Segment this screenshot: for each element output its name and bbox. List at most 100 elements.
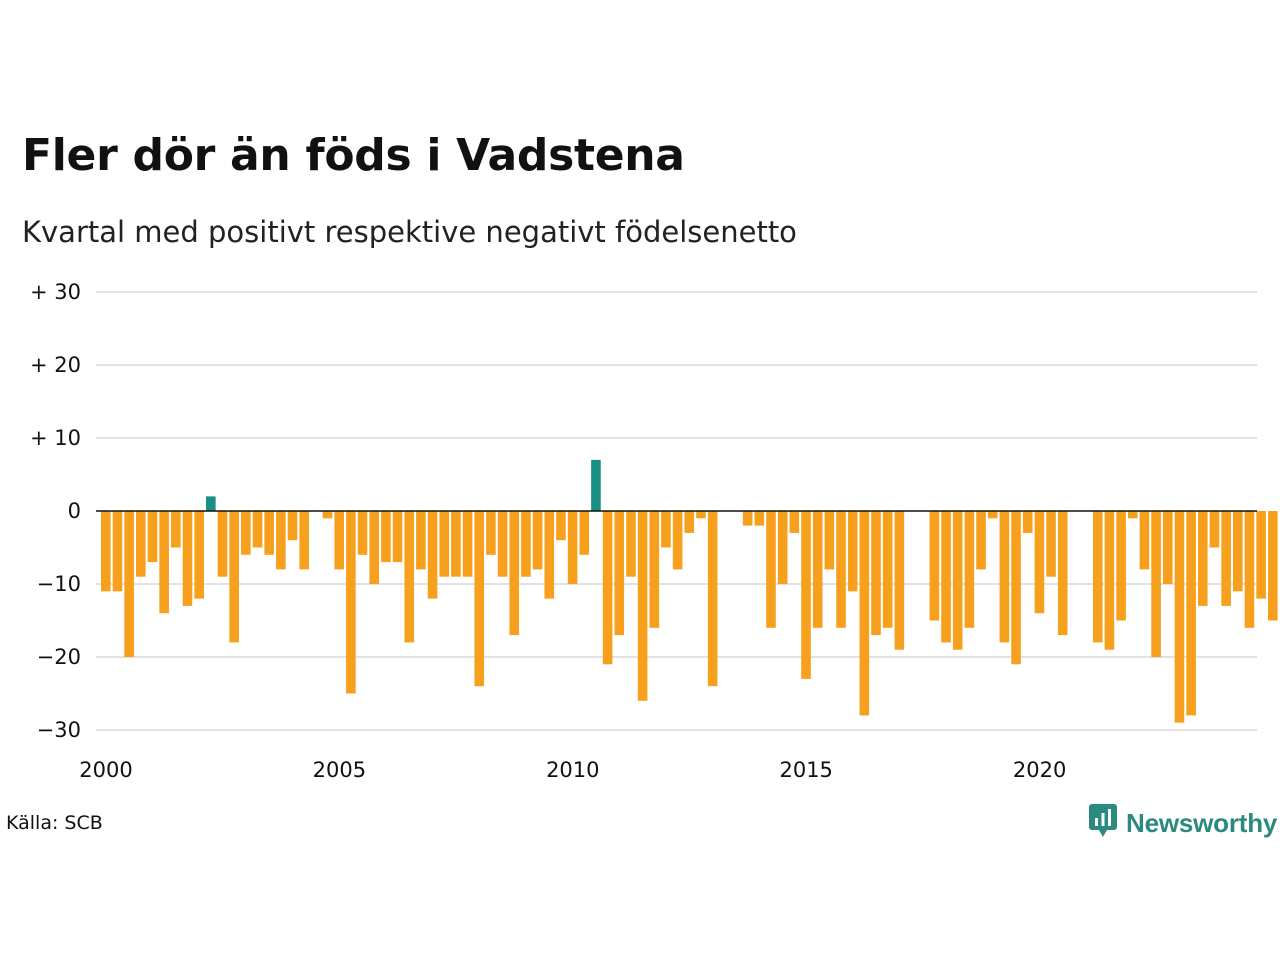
bar xyxy=(742,511,753,526)
bar xyxy=(1022,511,1033,533)
bar xyxy=(299,511,309,570)
bar xyxy=(672,511,683,570)
bar xyxy=(322,511,333,519)
bar xyxy=(1116,511,1126,621)
bar xyxy=(1046,511,1056,577)
bar xyxy=(1151,511,1161,657)
bar xyxy=(1232,511,1243,592)
bar xyxy=(462,511,473,577)
bar xyxy=(859,511,870,716)
bar xyxy=(847,511,858,592)
bar xyxy=(766,511,776,628)
bar xyxy=(1057,511,1068,636)
bar xyxy=(346,511,356,694)
x-tick-label: 2015 xyxy=(779,758,832,782)
bar xyxy=(241,511,251,555)
bar xyxy=(206,496,216,511)
bar xyxy=(556,511,566,541)
chart-title: Fler dör än föds i Vadstena xyxy=(22,130,685,181)
bar xyxy=(871,511,881,636)
bar xyxy=(474,511,485,687)
bar xyxy=(777,511,788,584)
bar xyxy=(416,511,426,570)
bar xyxy=(392,511,403,563)
bar xyxy=(579,511,590,555)
y-tick-label: −10 xyxy=(37,572,81,596)
bar xyxy=(754,511,765,526)
x-tick-label: 2005 xyxy=(313,758,366,782)
bar xyxy=(882,511,893,628)
bar xyxy=(1268,511,1278,621)
bar xyxy=(1162,511,1173,584)
bar xyxy=(614,511,625,636)
bar xyxy=(1209,511,1220,548)
bar xyxy=(124,511,134,657)
bar xyxy=(404,511,415,643)
bar xyxy=(182,511,193,606)
bar xyxy=(999,511,1010,643)
bar xyxy=(171,511,181,548)
brand-name: Newsworthy xyxy=(1126,807,1278,838)
bar xyxy=(357,511,368,555)
source-note: Källa: SCB xyxy=(6,812,103,834)
bar xyxy=(929,511,940,621)
bar xyxy=(812,511,823,628)
bar xyxy=(159,511,169,614)
bar xyxy=(1127,511,1138,519)
bar xyxy=(264,511,274,555)
x-axis-labels: 2000 2005 2010 2015 2020 xyxy=(79,758,1066,782)
y-tick-label: −30 xyxy=(37,718,81,742)
bar xyxy=(1197,511,1208,606)
bar xyxy=(987,511,998,519)
bar xyxy=(532,511,543,570)
bar xyxy=(801,511,811,679)
bar xyxy=(567,511,578,584)
bar xyxy=(136,511,146,577)
bar xyxy=(252,511,263,548)
newsworthy-logo-icon xyxy=(1088,803,1118,843)
bar xyxy=(1139,511,1150,570)
bar xyxy=(1244,511,1255,628)
bar xyxy=(147,511,158,563)
bar xyxy=(824,511,835,570)
bar xyxy=(439,511,450,577)
y-tick-label: + 30 xyxy=(30,280,81,304)
bar xyxy=(276,511,286,570)
bar xyxy=(941,511,951,643)
bar xyxy=(626,511,636,577)
y-tick-label: + 10 xyxy=(30,426,81,450)
bars xyxy=(101,459,1278,723)
bar xyxy=(602,511,613,665)
bar xyxy=(1092,511,1103,643)
y-axis-labels: + 30 + 20 + 10 0 −10 −20 −30 xyxy=(30,280,81,742)
bar xyxy=(287,511,298,541)
x-tick-label: 2020 xyxy=(1013,758,1066,782)
bar xyxy=(696,511,706,519)
bar xyxy=(789,511,800,533)
brand-logo: Newsworthy xyxy=(1088,803,1277,843)
x-tick-label: 2010 xyxy=(546,758,599,782)
bar xyxy=(509,511,520,636)
bar xyxy=(637,511,648,701)
bar xyxy=(1221,511,1231,606)
bar xyxy=(661,511,671,548)
bar xyxy=(836,511,846,628)
bar xyxy=(101,511,111,592)
chart-subtitle: Kvartal med positivt respektive negativt… xyxy=(22,215,797,249)
y-tick-label: + 20 xyxy=(30,353,81,377)
x-tick-label: 2000 xyxy=(79,758,132,782)
bar xyxy=(707,511,718,687)
bar xyxy=(497,511,508,577)
bar xyxy=(1256,511,1266,599)
bar xyxy=(369,511,380,584)
bar xyxy=(451,511,461,577)
bar xyxy=(427,511,438,599)
bar xyxy=(684,511,695,533)
bar xyxy=(334,511,344,570)
bar xyxy=(217,511,228,577)
bar xyxy=(521,511,531,577)
bar xyxy=(1104,511,1115,650)
bar xyxy=(486,511,496,555)
bar xyxy=(964,511,975,628)
bar xyxy=(591,459,601,511)
